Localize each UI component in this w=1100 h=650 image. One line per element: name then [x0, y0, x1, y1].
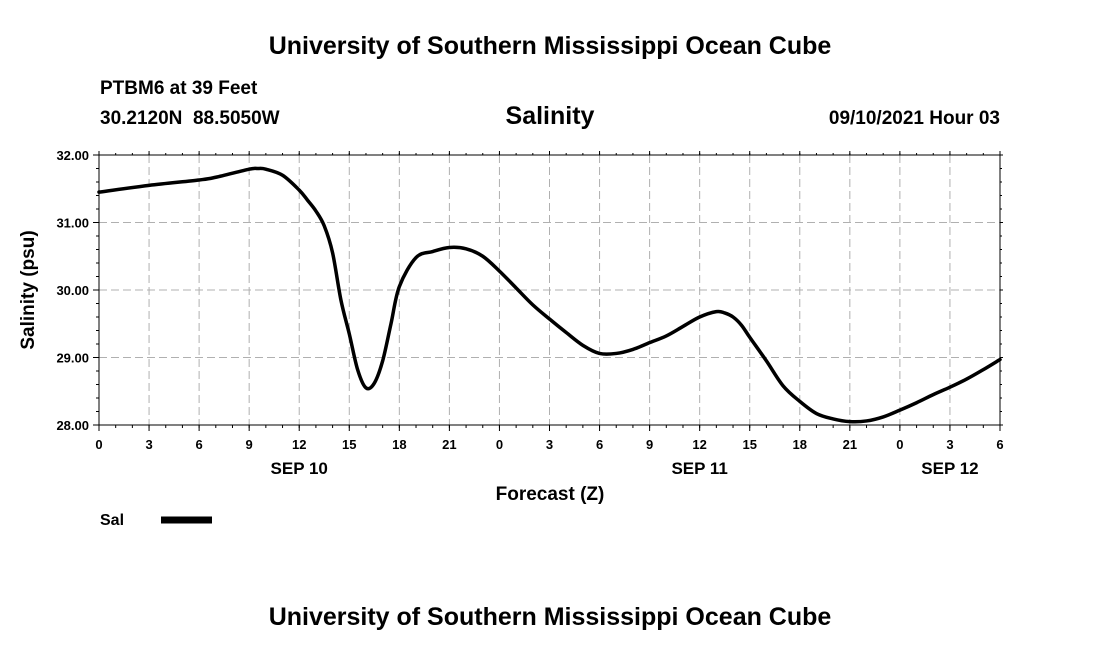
y-tick-label: 31.00: [56, 216, 89, 231]
x-tick-label: 15: [742, 437, 756, 452]
chart-variable-title: Salinity: [506, 102, 595, 130]
y-axis-label: Salinity (psu): [18, 230, 39, 349]
series-layer: [97, 166, 1002, 424]
x-tick-label: 9: [646, 437, 653, 452]
x-tick-label: 0: [95, 437, 102, 452]
y-tick-label: 32.00: [56, 148, 89, 163]
page-title: University of Southern Mississippi Ocean…: [269, 32, 832, 60]
x-tick-label: 21: [843, 437, 857, 452]
y-tick-label: 29.00: [56, 351, 89, 366]
x-tick-label: 0: [896, 437, 903, 452]
x-tick-label: 0: [496, 437, 503, 452]
x-tick-label: 3: [145, 437, 152, 452]
station-coords: 30.2120N 88.5050W: [100, 108, 280, 129]
y-tick-label: 30.00: [56, 283, 89, 298]
x-axis-label: Forecast (Z): [496, 484, 605, 505]
date-labels: SEP 10 SEP 11 SEP 12: [271, 459, 979, 478]
x-axis: 0 3 6 9 12 15 18 21 0 3 6 9 12 15 18 21 0 3 6: [95, 151, 1004, 452]
forecast-datetime: 09/10/2021 Hour 03: [829, 108, 1000, 129]
x-tick-label: 15: [342, 437, 356, 452]
x-tick-label: 12: [692, 437, 706, 452]
x-tick-label: 3: [546, 437, 553, 452]
date-label: SEP 11: [671, 459, 727, 478]
footer-title: University of Southern Mississippi Ocean…: [269, 603, 832, 631]
station-label: PTBM6 at 39 Feet: [100, 78, 258, 99]
y-axis: 28.00 29.00 30.00 31.00 32.00: [56, 148, 1003, 433]
date-label: SEP 12: [921, 459, 978, 478]
x-tick-label: 6: [596, 437, 603, 452]
x-tick-label: 12: [292, 437, 306, 452]
grid-lines: [99, 155, 1000, 425]
x-tick-label: 3: [946, 437, 953, 452]
x-tick-label: 18: [392, 437, 406, 452]
y-tick-label: 28.00: [56, 418, 89, 433]
x-tick-label: 18: [793, 437, 807, 452]
legend-label: Sal: [100, 512, 124, 529]
x-tick-label: 9: [246, 437, 253, 452]
x-tick-label: 6: [996, 437, 1003, 452]
series-line-sal: [97, 166, 1002, 424]
x-tick-label: 6: [195, 437, 202, 452]
x-tick-label: 21: [442, 437, 456, 452]
date-label: SEP 10: [271, 459, 328, 478]
